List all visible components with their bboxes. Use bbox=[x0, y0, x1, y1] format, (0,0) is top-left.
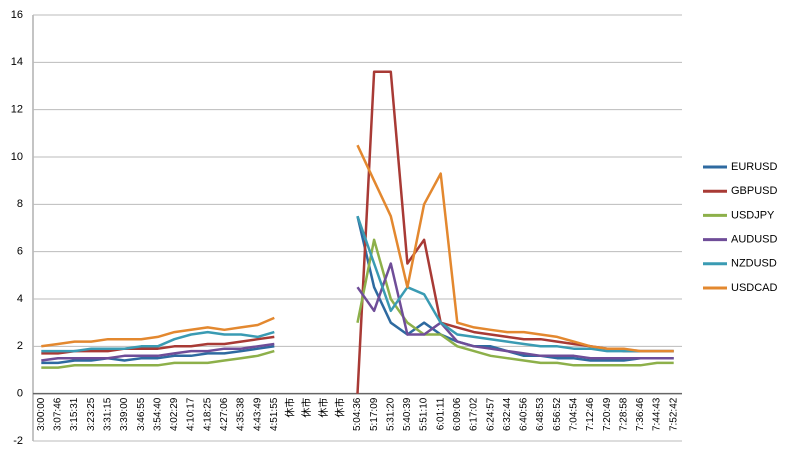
y-tick-label: 4 bbox=[17, 293, 23, 305]
x-tick-label: 休市 bbox=[317, 398, 330, 418]
x-tick-label: 3:07:46 bbox=[53, 397, 64, 431]
x-tick-label: 3:00:00 bbox=[36, 397, 47, 431]
x-tick-label: 6:09:06 bbox=[452, 397, 463, 431]
x-tick-label: 6:56:52 bbox=[552, 397, 563, 431]
x-tick-label: 4:51:55 bbox=[269, 397, 280, 431]
x-tick-label: 5:51:10 bbox=[419, 397, 430, 431]
x-tick-label: 7:52:42 bbox=[668, 397, 679, 431]
x-tick-label: 3:54:40 bbox=[152, 397, 163, 431]
x-tick-label: 7:04:54 bbox=[568, 397, 579, 431]
y-tick-label: 14 bbox=[11, 56, 23, 68]
x-tick-label: 5:17:09 bbox=[369, 397, 380, 431]
legend-label: GBPUSD bbox=[731, 185, 778, 197]
x-tick-label: 7:20:49 bbox=[602, 397, 613, 431]
x-tick-label: 6:32:44 bbox=[502, 397, 513, 431]
series-line bbox=[41, 144, 674, 353]
series-line bbox=[41, 70, 674, 394]
legend-label: USDCAD bbox=[731, 282, 778, 294]
y-tick-label: 16 bbox=[11, 9, 23, 21]
x-tick-label: 6:48:53 bbox=[535, 397, 546, 431]
x-tick-label: 休市 bbox=[284, 398, 297, 418]
x-tick-label: 4:10:17 bbox=[186, 397, 197, 431]
x-tick-label: 3:23:25 bbox=[86, 397, 97, 431]
series-line bbox=[41, 215, 674, 365]
y-tick-label: 12 bbox=[11, 104, 23, 116]
y-tick-label: 6 bbox=[17, 246, 23, 258]
y-tick-label: 0 bbox=[17, 388, 23, 400]
x-tick-label: 3:39:00 bbox=[119, 397, 130, 431]
x-tick-label: 6:40:56 bbox=[519, 397, 530, 431]
legend-label: NZDUSD bbox=[731, 258, 777, 270]
x-tick-label: 4:02:29 bbox=[169, 397, 180, 431]
y-tick-label: -2 bbox=[13, 435, 23, 447]
series-line bbox=[41, 262, 674, 362]
x-tick-label: 5:04:36 bbox=[352, 397, 363, 431]
x-tick-label: 4:27:06 bbox=[219, 397, 230, 431]
x-tick-label: 休市 bbox=[300, 398, 313, 418]
x-tick-label: 3:31:15 bbox=[103, 397, 114, 431]
y-tick-label: 8 bbox=[17, 198, 23, 210]
x-tick-label: 5:40:39 bbox=[402, 397, 413, 431]
x-tick-label: 休市 bbox=[333, 398, 346, 418]
x-tick-label: 6:17:02 bbox=[469, 397, 480, 431]
x-tick-label: 6:24:57 bbox=[485, 397, 496, 431]
x-tick-label: 7:36:46 bbox=[635, 397, 646, 431]
legend-label: USDJPY bbox=[731, 209, 775, 221]
x-tick-label: 4:18:25 bbox=[202, 397, 213, 431]
x-tick-label: 5:31:20 bbox=[385, 397, 396, 431]
x-tick-label: 4:35:38 bbox=[236, 397, 247, 431]
x-tick-label: 7:28:58 bbox=[618, 397, 629, 431]
y-tick-label: 2 bbox=[17, 340, 23, 352]
y-tick-label: 10 bbox=[11, 151, 23, 163]
legend-label: AUDUSD bbox=[731, 234, 778, 246]
x-tick-label: 6:01:11 bbox=[435, 397, 446, 430]
x-tick-label: 3:46:55 bbox=[136, 397, 147, 431]
x-tick-label: 4:43:49 bbox=[252, 397, 263, 431]
series-line bbox=[41, 215, 674, 353]
x-tick-label: 7:12:46 bbox=[585, 397, 596, 431]
legend-label: EURUSD bbox=[731, 161, 778, 173]
series-line bbox=[41, 238, 674, 369]
x-tick-label: 7:44:43 bbox=[652, 397, 663, 431]
x-tick-label: 3:15:31 bbox=[69, 397, 80, 431]
